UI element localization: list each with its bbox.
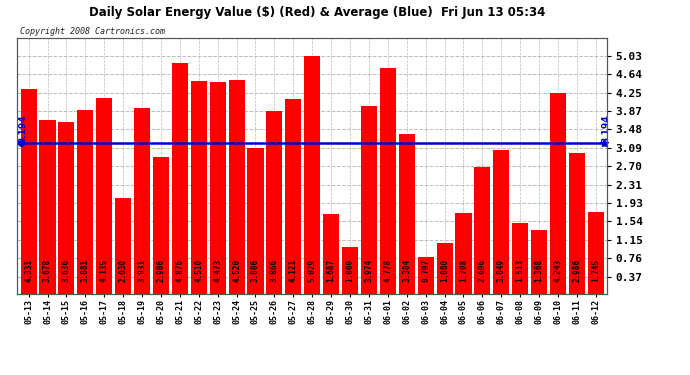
Bar bbox=[172, 63, 188, 294]
Text: 3.194: 3.194 bbox=[602, 114, 611, 143]
Bar bbox=[153, 157, 169, 294]
Text: 2.696: 2.696 bbox=[478, 258, 487, 282]
Text: 4.121: 4.121 bbox=[289, 258, 298, 282]
Bar bbox=[115, 198, 131, 294]
Text: Copyright 2008 Cartronics.com: Copyright 2008 Cartronics.com bbox=[20, 27, 165, 36]
Text: 3.881: 3.881 bbox=[81, 258, 90, 282]
Bar bbox=[455, 213, 471, 294]
Bar bbox=[588, 211, 604, 294]
Bar bbox=[342, 247, 358, 294]
Text: 4.331: 4.331 bbox=[24, 258, 33, 282]
Bar bbox=[323, 214, 339, 294]
Bar bbox=[437, 243, 453, 294]
Bar bbox=[59, 122, 75, 294]
Text: 0.797: 0.797 bbox=[421, 258, 430, 282]
Bar bbox=[531, 230, 547, 294]
Bar bbox=[248, 148, 264, 294]
Bar bbox=[399, 134, 415, 294]
Text: 1.368: 1.368 bbox=[535, 258, 544, 282]
Text: 1.080: 1.080 bbox=[440, 258, 449, 282]
Text: 2.030: 2.030 bbox=[119, 258, 128, 282]
Bar bbox=[39, 120, 55, 294]
Text: 4.473: 4.473 bbox=[213, 258, 222, 282]
Text: 4.778: 4.778 bbox=[384, 258, 393, 282]
Text: 4.243: 4.243 bbox=[553, 258, 562, 282]
Bar bbox=[569, 153, 585, 294]
Text: 2.906: 2.906 bbox=[157, 258, 166, 282]
Bar bbox=[134, 108, 150, 294]
Bar bbox=[474, 166, 491, 294]
Text: 1.513: 1.513 bbox=[515, 258, 524, 282]
Text: Daily Solar Energy Value ($) (Red) & Average (Blue)  Fri Jun 13 05:34: Daily Solar Energy Value ($) (Red) & Ave… bbox=[89, 6, 546, 19]
Text: 3.384: 3.384 bbox=[402, 258, 411, 282]
Bar bbox=[77, 111, 93, 294]
Text: 3.974: 3.974 bbox=[364, 258, 373, 282]
Text: 4.135: 4.135 bbox=[100, 258, 109, 282]
Bar bbox=[266, 111, 282, 294]
Text: 3.931: 3.931 bbox=[137, 258, 146, 282]
Bar bbox=[304, 56, 320, 294]
Bar bbox=[417, 256, 434, 294]
Bar bbox=[512, 223, 529, 294]
Bar bbox=[380, 68, 396, 294]
Bar bbox=[550, 93, 566, 294]
Text: 3.049: 3.049 bbox=[497, 258, 506, 282]
Text: 1.745: 1.745 bbox=[591, 258, 600, 282]
Bar bbox=[96, 98, 112, 294]
Text: 4.510: 4.510 bbox=[195, 258, 204, 282]
Text: 3.086: 3.086 bbox=[251, 258, 260, 282]
Text: 4.520: 4.520 bbox=[232, 258, 241, 282]
Bar bbox=[285, 99, 302, 294]
Text: 3.636: 3.636 bbox=[62, 258, 71, 282]
Text: 5.029: 5.029 bbox=[308, 258, 317, 282]
Bar bbox=[228, 80, 245, 294]
Text: 1.708: 1.708 bbox=[459, 258, 468, 282]
Text: 3.194: 3.194 bbox=[19, 114, 28, 143]
Text: 3.866: 3.866 bbox=[270, 258, 279, 282]
Bar bbox=[361, 106, 377, 294]
Text: 4.876: 4.876 bbox=[175, 258, 184, 282]
Bar bbox=[21, 89, 37, 294]
Bar bbox=[190, 81, 207, 294]
Text: 1.687: 1.687 bbox=[326, 258, 335, 282]
Bar bbox=[493, 150, 509, 294]
Bar bbox=[210, 82, 226, 294]
Text: 3.678: 3.678 bbox=[43, 258, 52, 282]
Text: 2.986: 2.986 bbox=[573, 258, 582, 282]
Text: 1.000: 1.000 bbox=[346, 258, 355, 282]
